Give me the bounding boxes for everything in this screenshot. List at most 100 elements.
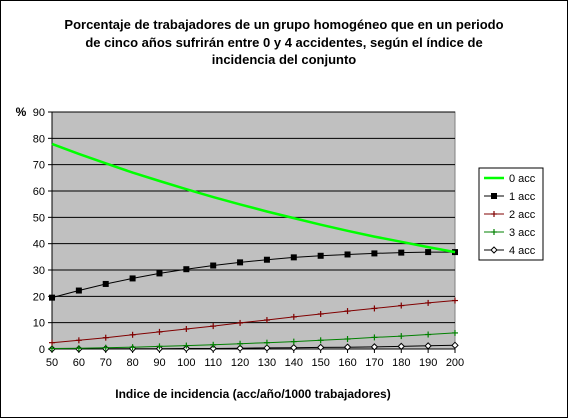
data-point bbox=[398, 302, 405, 309]
legend-entry: 3 acc bbox=[484, 227, 536, 239]
legend-label: 4 acc bbox=[509, 245, 536, 257]
x-tick-label: 110 bbox=[204, 357, 222, 369]
data-point bbox=[370, 343, 379, 351]
data-point bbox=[490, 246, 498, 254]
x-tick-label: 120 bbox=[231, 357, 249, 369]
series-3-acc bbox=[49, 329, 458, 352]
data-point bbox=[210, 323, 217, 330]
y-tick-label: 60 bbox=[33, 186, 45, 198]
x-tick-label: 190 bbox=[419, 357, 437, 369]
data-point bbox=[344, 251, 351, 258]
y-tick-label: 30 bbox=[33, 265, 45, 277]
x-tick-label: 100 bbox=[177, 357, 195, 369]
chart-title-line-3: incidencia del conjunto bbox=[212, 52, 357, 67]
data-point bbox=[452, 297, 458, 304]
data-point bbox=[263, 344, 271, 352]
data-point bbox=[102, 280, 109, 287]
series-line bbox=[51, 300, 456, 344]
y-tick-label: 10 bbox=[33, 318, 45, 330]
y-tick-label: 0 bbox=[39, 344, 45, 356]
data-point bbox=[491, 211, 497, 217]
data-point bbox=[343, 343, 352, 351]
data-point bbox=[102, 344, 109, 351]
data-point bbox=[290, 254, 297, 261]
data-point bbox=[425, 331, 432, 338]
data-point bbox=[316, 343, 325, 352]
y-tick-label: 50 bbox=[33, 212, 45, 224]
plot-background bbox=[51, 111, 456, 350]
data-point bbox=[290, 338, 297, 345]
legend-label: 1 acc bbox=[509, 191, 536, 203]
data-point bbox=[237, 319, 244, 326]
data-point bbox=[210, 341, 217, 348]
y-tick-label: 90 bbox=[33, 107, 45, 119]
data-point bbox=[49, 345, 55, 352]
data-point bbox=[183, 325, 190, 332]
data-point bbox=[263, 317, 270, 324]
y-tick-label: 40 bbox=[33, 239, 45, 251]
data-point bbox=[371, 305, 378, 312]
data-point bbox=[102, 334, 109, 341]
chart-title-line-1: Porcentaje de trabajadores de un grupo h… bbox=[64, 17, 503, 32]
data-point bbox=[129, 275, 136, 282]
data-point bbox=[75, 337, 82, 344]
data-point bbox=[290, 313, 297, 320]
data-point bbox=[398, 333, 405, 340]
x-tick-label: 70 bbox=[100, 357, 112, 369]
data-point bbox=[397, 342, 405, 351]
data-point bbox=[317, 252, 324, 259]
data-point bbox=[290, 343, 298, 352]
data-point bbox=[75, 287, 82, 294]
chart-title: Porcentaje de trabajadores de un grupo h… bbox=[64, 17, 503, 67]
x-tick-label: 50 bbox=[46, 357, 58, 369]
data-point bbox=[49, 294, 55, 301]
data-point bbox=[398, 249, 405, 256]
series-line bbox=[51, 251, 455, 299]
data-point bbox=[75, 345, 82, 352]
data-point bbox=[210, 262, 217, 269]
data-point bbox=[491, 193, 497, 199]
data-point bbox=[425, 299, 432, 306]
data-point bbox=[371, 250, 378, 257]
series-0-acc bbox=[51, 142, 456, 254]
data-point bbox=[425, 249, 432, 256]
series-line bbox=[51, 332, 456, 349]
legend: 0 acc 1 acc 2 acc 3 acc 4 acc bbox=[478, 167, 544, 261]
x-axis-title: Indice de incidencia (acc/año/1000 traba… bbox=[115, 387, 390, 401]
data-point bbox=[263, 339, 270, 346]
data-point bbox=[129, 344, 136, 351]
x-tick-label: 60 bbox=[73, 357, 85, 369]
y-tick-label: 80 bbox=[33, 133, 45, 145]
x-tick-label: 90 bbox=[153, 357, 165, 369]
data-point bbox=[237, 340, 244, 347]
data-point bbox=[491, 229, 497, 235]
x-tick-label: 80 bbox=[126, 357, 138, 369]
x-tick-label: 130 bbox=[258, 357, 276, 369]
x-tick-label: 170 bbox=[365, 357, 383, 369]
data-point bbox=[371, 334, 378, 341]
data-point bbox=[49, 339, 55, 346]
x-tick-label: 150 bbox=[311, 357, 329, 369]
series-line bbox=[51, 142, 456, 254]
series-2-acc bbox=[49, 297, 458, 346]
data-point bbox=[129, 331, 136, 338]
plot-area: 0 10 20 30 40 50 60 70 80 90 50 60 70 80 90 100 110 120 13… bbox=[33, 107, 464, 369]
data-point bbox=[156, 270, 163, 277]
data-point bbox=[317, 310, 324, 317]
data-point bbox=[236, 344, 244, 352]
legend-label: 2 acc bbox=[509, 209, 536, 221]
data-point bbox=[237, 259, 244, 266]
legend-entry: 0 acc bbox=[484, 173, 536, 185]
x-tick-label: 180 bbox=[392, 357, 410, 369]
series-line bbox=[52, 344, 456, 350]
data-point bbox=[156, 328, 163, 335]
data-point bbox=[344, 308, 351, 315]
x-tick-label: 160 bbox=[338, 357, 356, 369]
y-tick-label: 20 bbox=[33, 291, 45, 303]
y-tick-label: 70 bbox=[33, 160, 45, 172]
legend-entry: 1 acc bbox=[484, 191, 536, 203]
data-point bbox=[452, 329, 458, 336]
chart-title-line-2: de cinco años sufrirán entre 0 y 4 accid… bbox=[85, 35, 482, 50]
